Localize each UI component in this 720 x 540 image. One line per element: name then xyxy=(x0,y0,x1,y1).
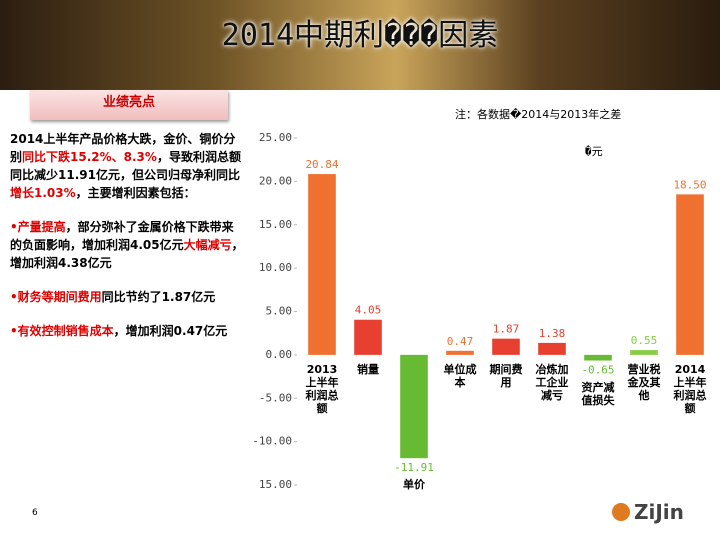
category-label: 2014上半年利润总额 xyxy=(673,362,707,415)
y-tick-label: 15.00 xyxy=(259,478,292,491)
category-label: 2013上半年利润总额 xyxy=(305,362,339,415)
bar xyxy=(676,194,704,355)
text-run: ，增加利润0.47亿元 xyxy=(113,324,228,338)
text-run: ，增加利润4.38亿元 xyxy=(10,238,244,270)
text-run: 同比下跌15.2%、8.3% xyxy=(22,150,157,164)
y-tick-label: 25.00 xyxy=(259,131,292,144)
text-run: •产量提高 xyxy=(10,220,66,234)
logo: ZiJin xyxy=(612,500,684,524)
paragraph: •产量提高，部分弥补了金属价格下跌带来的负面影响，增加利润4.05亿元大幅减亏，… xyxy=(10,218,245,272)
y-tick-label: -5.00 xyxy=(259,391,292,404)
text-run: •财务等期间费用 xyxy=(10,290,102,304)
category-label: 营业税金及其他 xyxy=(627,362,661,402)
highlight-button[interactable]: 业绩亮点 xyxy=(30,90,228,120)
value-label: 0.55 xyxy=(631,334,658,347)
value-label: 1.38 xyxy=(539,327,566,340)
text-run: 增长1.03% xyxy=(10,186,76,200)
category-label: 销量 xyxy=(357,362,379,376)
text-run: ，部分弥补了金属价格下跌带来的负面影响，增加利润4.05亿元 xyxy=(10,220,234,252)
value-label: 0.47 xyxy=(447,335,474,348)
category-label: 冶炼加工企业减亏 xyxy=(535,362,569,402)
unit-label: �元 xyxy=(585,145,603,158)
paragraph: •财务等期间费用同比节约了1.87亿元 xyxy=(10,288,245,306)
bar xyxy=(630,350,658,355)
y-tick-label: 15.00 xyxy=(259,218,292,231)
bar xyxy=(584,354,612,361)
paragraph: 2014上半年产品价格大跌，金价、铜价分别同比下跌15.2%、8.3%，导致利润… xyxy=(10,130,245,202)
bar xyxy=(400,354,428,459)
bar xyxy=(446,350,474,355)
category-label: 单位成本 xyxy=(443,362,477,389)
note: 注：各数据�2014与2013年之差 xyxy=(455,108,622,121)
y-tick-label: -10.00 xyxy=(252,435,292,448)
text-run: ，导致利润总额同比减少11.91亿元，但公司归母净利同比 xyxy=(10,150,241,182)
bar xyxy=(308,174,336,355)
text-run: ，主要增利因素包括： xyxy=(75,186,196,200)
value-label: -11.91 xyxy=(394,461,434,474)
value-label: 1.87 xyxy=(493,323,520,336)
page-number: 6 xyxy=(32,508,38,518)
category-label: 资产减值损失 xyxy=(581,380,615,407)
category-label: 期间费用 xyxy=(489,362,523,389)
y-tick-label: 0.00 xyxy=(266,348,293,361)
category-label: 单价 xyxy=(403,478,425,492)
text-run: 同比节约了1.87亿元 xyxy=(101,290,216,304)
paragraph: •有效控制销售成本，增加利润0.47亿元 xyxy=(10,322,245,340)
value-label: 4.05 xyxy=(355,304,382,317)
bar xyxy=(538,342,566,355)
y-tick-label: 10.00 xyxy=(259,261,292,274)
logo-text: ZiJin xyxy=(634,500,684,524)
header-banner xyxy=(0,0,720,90)
slide-title: 2014中期利���因素 xyxy=(221,18,499,53)
value-label: -0.65 xyxy=(581,364,614,377)
y-tick-label: 5.00 xyxy=(266,305,293,318)
bar xyxy=(492,338,520,355)
text-run: 2014上半年产品价格大跌，金价、铜价分别 xyxy=(10,132,236,164)
bar xyxy=(354,319,382,355)
value-label: 20.84 xyxy=(305,158,338,171)
text-run: •有效控制销售成本 xyxy=(10,324,114,338)
text-run: 大幅减亏 xyxy=(183,238,232,252)
text-panel: 2014上半年产品价格大跌，金价、铜价分别同比下跌15.2%、8.3%，导致利润… xyxy=(10,130,245,356)
y-tick-label: 20.00 xyxy=(259,174,292,187)
value-label: 18.50 xyxy=(673,178,706,191)
